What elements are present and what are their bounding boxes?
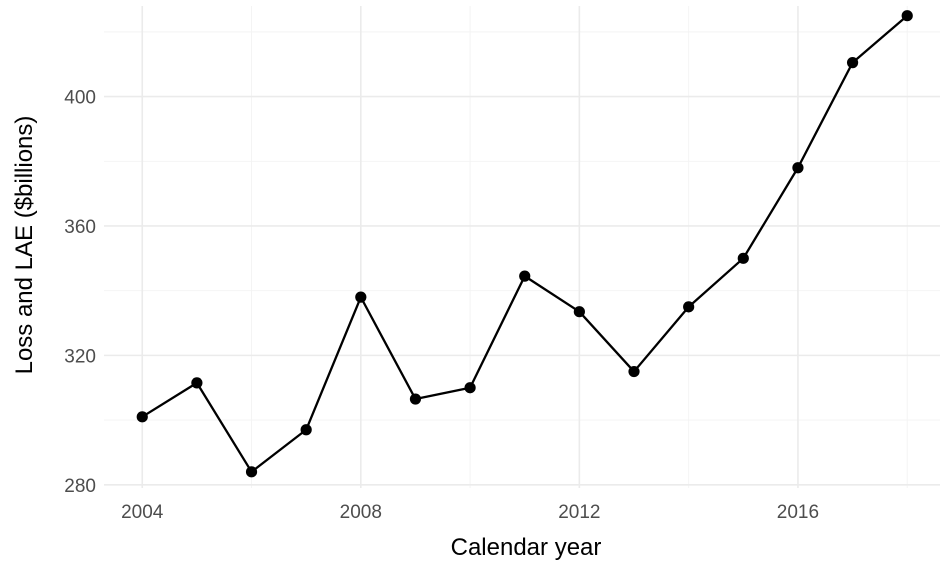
data-point-2004: [136, 411, 148, 423]
x-tick-label: 2012: [558, 502, 600, 523]
y-axis-title: Loss and LAE ($billions): [11, 116, 38, 375]
y-tick-label: 360: [64, 217, 96, 238]
data-point-2010: [464, 382, 476, 394]
x-tick-label: 2008: [340, 502, 382, 523]
data-point-2005: [191, 377, 203, 389]
series-layer: [136, 10, 913, 478]
y-tick-label: 280: [64, 476, 96, 497]
data-point-2009: [409, 393, 422, 405]
data-point-2013: [628, 365, 640, 378]
grid-lines: [104, 6, 940, 488]
data-point-2007: [300, 424, 312, 436]
data-point-2018: [901, 10, 913, 22]
series-line: [141, 14, 909, 473]
data-point-2012: [573, 306, 585, 318]
data-point-2017: [846, 57, 859, 69]
x-tick-label: 2016: [777, 502, 819, 523]
data-point-2014: [683, 301, 695, 313]
data-point-2015: [737, 252, 749, 264]
x-axis-ticks: 2004 2008 2012 2016: [121, 502, 819, 523]
x-axis-title: Calendar year: [451, 534, 602, 561]
data-point-2016: [792, 162, 804, 174]
y-tick-label: 400: [64, 88, 96, 109]
data-point-2011: [519, 270, 531, 282]
y-axis-ticks: 280 320 360 400: [64, 88, 96, 497]
data-point-2006: [245, 466, 258, 478]
data-point-2008: [355, 291, 367, 303]
x-tick-label: 2004: [121, 502, 164, 523]
y-tick-label: 320: [64, 346, 96, 367]
